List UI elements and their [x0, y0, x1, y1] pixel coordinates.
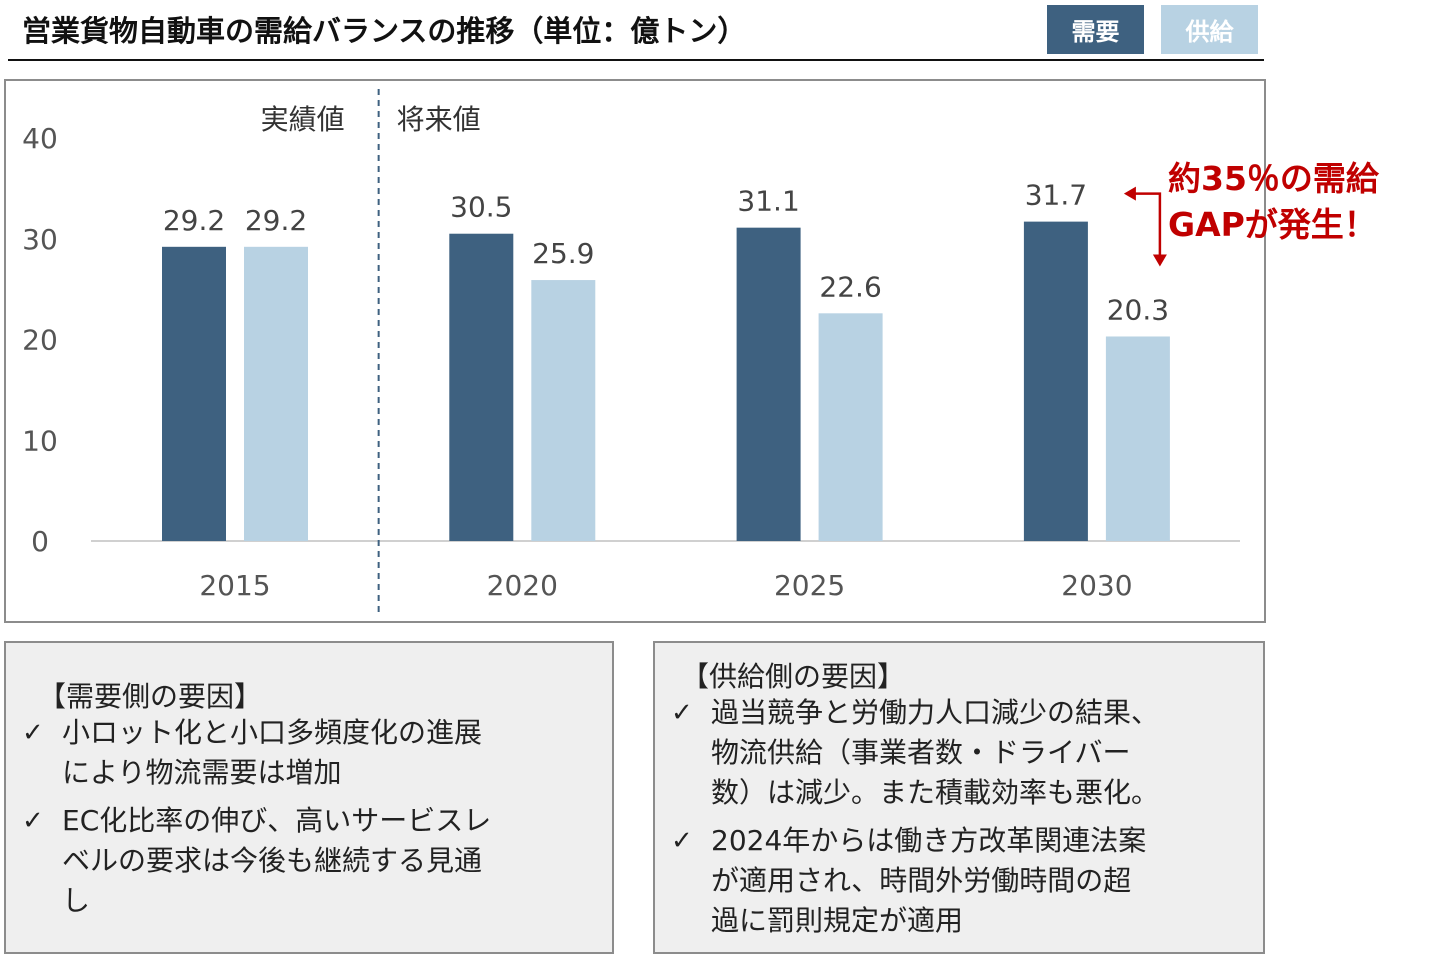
- demand-factor-line: ベルの要求は今後も継続する見通: [62, 844, 483, 877]
- gap-annotation-line1: 約35％の需給: [1168, 159, 1380, 198]
- bar-demand: [736, 227, 801, 542]
- chart-frame: 0 10 20 30 40 29.2 29.2 2015 30.5 25.9 2020 31.1 22.…: [4, 79, 1380, 623]
- demand-factor-item: ✓ EC化比率の伸び、高いサービスレ ベルの要求は今後も継続する見通 し: [22, 801, 602, 925]
- demand-factors-panel: 【需要側の要因】 ✓ 小ロット化と小口多頻度化の進展 により物流需要は増加 ✓ …: [4, 641, 614, 954]
- bar-supply: [1105, 336, 1170, 541]
- period-label-actual: 実績値: [261, 103, 345, 136]
- supply-factor-item: ✓ 過当競争と労働力人口減少の結果、 物流供給（事業者数・ドライバー 数）は減少…: [671, 693, 1256, 817]
- data-label-supply: 22.6: [819, 270, 881, 303]
- data-label-demand: 31.1: [737, 185, 799, 218]
- supply-factor-item: ✓ 2024年からは働き方改革関連法案 が適用され、時間外労働時間の超 過に罰則…: [671, 821, 1256, 945]
- x-tick-label: 2020: [487, 569, 558, 602]
- legend-supply: 供給: [1161, 5, 1258, 54]
- bar-demand: [162, 246, 226, 541]
- check-icon: ✓: [22, 718, 44, 748]
- supply-factor-line: が適用され、時間外労働時間の超: [711, 864, 1132, 897]
- data-label-demand: 29.2: [163, 204, 225, 237]
- check-icon: ✓: [671, 698, 693, 728]
- demand-factor-line: し: [62, 884, 91, 917]
- bar-demand: [449, 233, 514, 541]
- y-tick-label: 20: [22, 324, 58, 357]
- y-tick-label: 40: [22, 122, 58, 155]
- x-tick-label: 2015: [199, 569, 270, 602]
- y-tick-label: 10: [22, 424, 58, 457]
- data-label-demand: 30.5: [450, 191, 512, 224]
- bar-supply: [531, 280, 596, 541]
- demand-factor-item: ✓ 小ロット化と小口多頻度化の進展 により物流需要は増加: [22, 713, 602, 797]
- y-tick-label: 0: [31, 525, 49, 558]
- check-icon: ✓: [671, 826, 693, 856]
- x-tick-label: 2025: [774, 569, 845, 602]
- demand-factors-heading: 【需要側の要因】: [38, 680, 263, 713]
- gap-arrow-head-down: [1152, 254, 1167, 267]
- supply-factor-line: 物流供給（事業者数・ドライバー: [711, 736, 1131, 769]
- data-label-supply: 29.2: [245, 204, 307, 237]
- bar-supply: [244, 246, 308, 541]
- data-label-demand: 31.7: [1025, 179, 1087, 212]
- legend-demand: 需要: [1047, 5, 1144, 54]
- chart-title: 営業貨物自動車の需給バランスの推移（単位：億トン）: [22, 14, 747, 48]
- data-label-supply: 25.9: [532, 237, 594, 270]
- supply-factors-heading: 【供給側の要因】: [681, 660, 906, 693]
- demand-factor-line: EC化比率の伸び、高いサービスレ: [62, 804, 492, 837]
- gap-arrow-head-left: [1123, 186, 1136, 201]
- demand-factor-line: により物流需要は増加: [62, 756, 342, 789]
- supply-factor-line: 2024年からは働き方改革関連法案: [711, 824, 1147, 857]
- period-label-forecast: 将来値: [397, 103, 481, 136]
- gap-arrow-line: [1129, 192, 1162, 257]
- y-tick-label: 30: [22, 223, 58, 256]
- gap-annotation-line2: GAPが発生！: [1168, 205, 1377, 244]
- supply-factors-panel: 【供給側の要因】 ✓ 過当競争と労働力人口減少の結果、 物流供給（事業者数・ドラ…: [653, 641, 1265, 954]
- bar-demand: [1023, 221, 1088, 541]
- supply-factor-line: 過に罰則規定が適用: [711, 904, 964, 937]
- x-tick-label: 2030: [1061, 569, 1132, 602]
- demand-factor-line: 小ロット化と小口多頻度化の進展: [62, 716, 483, 749]
- bar-supply: [818, 313, 883, 541]
- title-divider: [8, 59, 1264, 61]
- data-label-supply: 20.3: [1107, 293, 1169, 326]
- check-icon: ✓: [22, 806, 44, 836]
- supply-factor-line: 過当競争と労働力人口減少の結果、: [711, 696, 1160, 729]
- supply-factor-line: 数）は減少。また積載効率も悪化。: [711, 776, 1160, 809]
